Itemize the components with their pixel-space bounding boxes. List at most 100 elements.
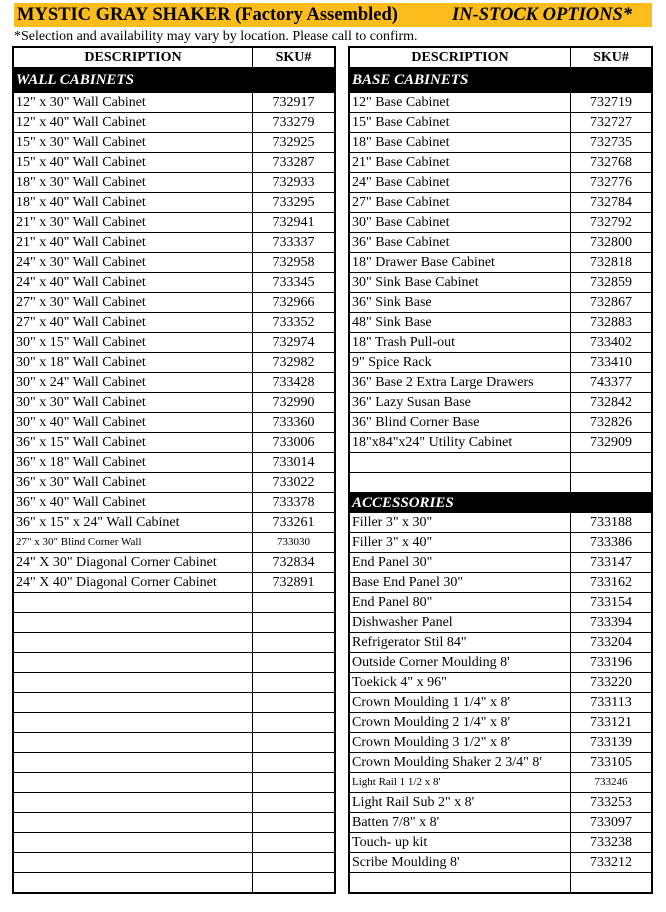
item-description: Light Rail 1 1/2 x 8': [350, 773, 571, 792]
table-row: 36" Blind Corner Base 732826: [350, 413, 651, 433]
item-description: Crown Moulding 2 1/4" x 8': [350, 713, 571, 732]
empty-cell: [253, 653, 334, 672]
empty-cell: [14, 673, 253, 692]
item-sku: 733022: [272, 475, 315, 490]
item-sku: 732909: [590, 435, 632, 450]
empty-cell: [253, 673, 334, 692]
table-row: 36" x 18" Wall Cabinet 733014: [14, 453, 334, 473]
table-row: Filler 3" x 30" 733188: [350, 513, 651, 533]
item-description: 30" x 15" Wall Cabinet: [14, 333, 253, 352]
table-row: 18"x84"x24" Utility Cabinet 732909: [350, 433, 651, 453]
empty-row: [14, 773, 334, 793]
empty-cell: [14, 773, 253, 792]
item-sku: 733386: [590, 535, 632, 550]
table-row: 21" Base Cabinet 732768: [350, 153, 651, 173]
item-description: End Panel 30": [350, 553, 571, 572]
table-row: Dishwasher Panel 733394: [350, 613, 651, 633]
empty-row: [14, 853, 334, 873]
item-description: 30" x 18" Wall Cabinet: [14, 353, 253, 372]
item-description: 9" Spice Rack: [350, 353, 571, 372]
empty-cell: [14, 793, 253, 812]
item-description: 36" Sink Base: [350, 293, 571, 312]
table-row: 30" x 40" Wall Cabinet 733360: [14, 413, 334, 433]
empty-cell: [253, 713, 334, 732]
item-sku: 732933: [272, 175, 315, 190]
wall-cabinets-table: DESCRIPTION SKU# WALL CABINETS 12" x 30" Wa…: [12, 46, 336, 894]
item-description: 27" x 30" Wall Cabinet: [14, 293, 253, 312]
item-sku: 733246: [594, 776, 628, 788]
item-description: Dishwasher Panel: [350, 613, 571, 632]
item-sku: 732990: [272, 395, 315, 410]
item-sku: 732842: [590, 395, 632, 410]
item-sku: 733139: [590, 735, 632, 750]
table-row: 27" Base Cabinet 732784: [350, 193, 651, 213]
empty-cell: [14, 853, 253, 872]
item-description: 36" Base 2 Extra Large Drawers: [350, 373, 571, 392]
empty-cell: [253, 813, 334, 832]
item-description: 30" Base Cabinet: [350, 213, 571, 232]
table-row: 36" x 15" Wall Cabinet 733006: [14, 433, 334, 453]
item-description: 24" x 30" Wall Cabinet: [14, 253, 253, 272]
table-row: 18" Trash Pull-out 733402: [350, 333, 651, 353]
empty-row: [14, 713, 334, 733]
item-sku: 732917: [272, 95, 315, 110]
empty-cell: [14, 753, 253, 772]
title-bar: MYSTIC GRAY SHAKER (Factory Assembled) I…: [14, 3, 652, 27]
item-sku: 732826: [590, 415, 632, 430]
item-description: 18" x 30" Wall Cabinet: [14, 173, 253, 192]
item-description: 36" x 15" x 24" Wall Cabinet: [14, 513, 253, 532]
item-sku: 732735: [590, 135, 632, 150]
item-sku: 733212: [590, 855, 632, 870]
item-description: Filler 3" x 40": [350, 533, 571, 552]
item-description: 30" x 30" Wall Cabinet: [14, 393, 253, 412]
description-header: DESCRIPTION: [14, 48, 253, 67]
empty-cell: [253, 793, 334, 812]
table-row: Outside Corner Moulding 8' 733196: [350, 653, 651, 673]
item-sku: 733154: [590, 595, 632, 610]
table-row: 30" x 24" Wall Cabinet 733428: [14, 373, 334, 393]
item-description: 24" X 40" Diagonal Corner Cabinet: [14, 573, 253, 592]
item-sku: 743377: [590, 375, 632, 390]
item-description: 24" X 30" Diagonal Corner Cabinet: [14, 553, 253, 572]
item-description: 27" Base Cabinet: [350, 193, 571, 212]
item-sku: 732891: [272, 575, 315, 590]
item-sku: 733402: [590, 335, 632, 350]
table-row: 15" x 40" Wall Cabinet 733287: [14, 153, 334, 173]
empty-cell: [253, 853, 334, 872]
item-description: 30" Sink Base Cabinet: [350, 273, 571, 292]
item-sku: 733295: [272, 195, 315, 210]
item-description: 48" Sink Base: [350, 313, 571, 332]
table-row: Base End Panel 30" 733162: [350, 573, 651, 593]
table-row: 30" Sink Base Cabinet 732859: [350, 273, 651, 293]
item-description: 18" Base Cabinet: [350, 133, 571, 152]
item-description: 36" Blind Corner Base: [350, 413, 571, 432]
empty-row: [14, 873, 334, 893]
empty-cell: [14, 713, 253, 732]
item-description: 15" x 30" Wall Cabinet: [14, 133, 253, 152]
table-row: 18" Drawer Base Cabinet 732818: [350, 253, 651, 273]
item-sku: 733394: [590, 615, 632, 630]
item-sku: 732966: [272, 295, 315, 310]
item-sku: 732784: [590, 195, 632, 210]
item-description: Crown Moulding 1 1/4" x 8': [350, 693, 571, 712]
table-row: 12" x 30" Wall Cabinet 732917: [14, 93, 334, 113]
table-header: DESCRIPTION SKU#: [14, 48, 334, 68]
empty-row: [14, 653, 334, 673]
empty-row: [350, 473, 651, 493]
table-row: 36" Base Cabinet 732800: [350, 233, 651, 253]
table-row: Toekick 4" x 96" 733220: [350, 673, 651, 693]
item-description: 18" Trash Pull-out: [350, 333, 571, 352]
empty-cell: [14, 633, 253, 652]
item-description: 36" x 18" Wall Cabinet: [14, 453, 253, 472]
table-row: 36" x 15" x 24" Wall Cabinet 733261: [14, 513, 334, 533]
sku-header: SKU#: [593, 50, 629, 65]
table-header: DESCRIPTION SKU#: [350, 48, 651, 68]
empty-cell: [253, 733, 334, 752]
table-row: End Panel 80" 733154: [350, 593, 651, 613]
item-sku: 733428: [272, 375, 315, 390]
table-row: 36" Sink Base 732867: [350, 293, 651, 313]
item-sku: 733030: [277, 536, 310, 548]
empty-row: [14, 673, 334, 693]
table-row: Crown Moulding 1 1/4" x 8' 733113: [350, 693, 651, 713]
item-sku: 733352: [272, 315, 315, 330]
